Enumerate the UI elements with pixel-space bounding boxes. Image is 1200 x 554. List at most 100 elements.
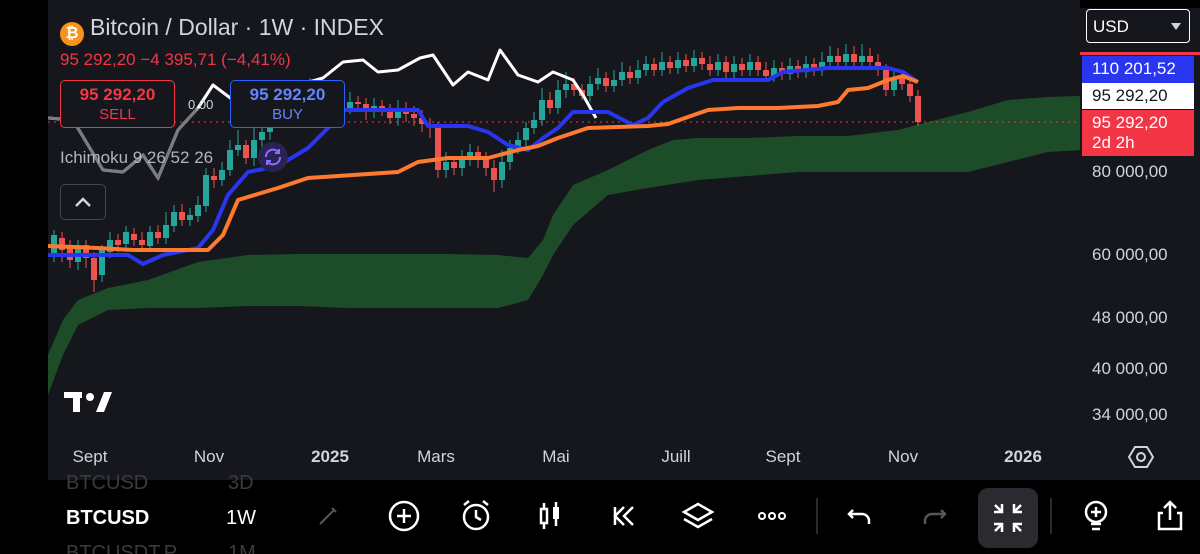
candle-body (195, 205, 201, 216)
fullscreen-exit-icon (994, 504, 1022, 532)
time-label-2025: 2025 (311, 447, 349, 466)
idea-icon[interactable] (1076, 496, 1116, 536)
candle-body (611, 80, 617, 86)
chart-title[interactable]: ₿ Bitcoin / Dollar · 1W · INDEX (60, 14, 384, 46)
candle-body (915, 96, 921, 122)
price-label-34000: 34 000,00 (1092, 405, 1168, 424)
candle-body (739, 64, 745, 70)
time-label-sept-2024: Sept (72, 447, 108, 466)
drawing-icon[interactable] (308, 496, 348, 536)
candle-body (891, 78, 897, 90)
ichimoku-cloud (48, 96, 1080, 395)
collapse-legend-button[interactable] (60, 184, 106, 220)
add-icon[interactable] (384, 496, 424, 536)
price-label-48000: 48 000,00 (1092, 308, 1168, 327)
candle-body (843, 54, 849, 62)
candle-body (259, 132, 265, 140)
alert-icon[interactable] (456, 496, 496, 536)
candle-body (99, 250, 105, 275)
candle-body (587, 84, 593, 96)
kijun-sen-line (48, 74, 919, 252)
candle-body (491, 168, 497, 180)
candle-body (451, 162, 457, 168)
candle-body (643, 64, 649, 70)
candle-body (227, 150, 233, 170)
price-label-80000: 80 000,00 (1092, 162, 1168, 181)
candle-body (635, 70, 641, 78)
candle-body (83, 245, 89, 258)
current-symbol[interactable]: BTCUSD (66, 507, 150, 529)
candle-body (619, 72, 625, 80)
candle-body (355, 102, 361, 104)
currency-value: USD (1093, 17, 1129, 36)
candle-body (523, 128, 529, 140)
current-interval[interactable]: 1W (226, 507, 256, 529)
price-chart[interactable] (48, 0, 1080, 480)
watchlist-interval-below[interactable]: 1M (228, 542, 256, 554)
currency-select[interactable]: USD (1086, 9, 1190, 43)
watchlist-interval-above[interactable]: 3D (228, 472, 254, 494)
candle-body (435, 128, 441, 170)
bitcoin-icon: ₿ (60, 22, 84, 46)
last-price-value: 95 292,20 (1092, 113, 1168, 132)
more-icon[interactable] (752, 496, 792, 536)
candle-body (115, 240, 121, 245)
candle-body (515, 140, 521, 148)
candle-body (499, 162, 505, 180)
candles-icon[interactable] (530, 496, 570, 536)
candle-body (139, 240, 145, 245)
sell-price: 95 292,20 (79, 85, 156, 104)
chart-area[interactable] (48, 0, 1080, 480)
bar-countdown: 2d 2h (1092, 133, 1135, 152)
candle-body (899, 78, 905, 84)
quote-line: 95 292,20 −4 395,71 (−4,41%) (60, 50, 291, 69)
watchlist-symbol-above[interactable]: BTCUSD (66, 472, 149, 494)
indicator-label[interactable]: Ichimoku 9 26 52 26 (60, 148, 214, 167)
share-icon[interactable] (1150, 496, 1190, 536)
redo-icon[interactable] (914, 496, 954, 536)
time-label-nov-2024: Nov (193, 447, 225, 466)
candle-body (171, 212, 177, 226)
candle-body (811, 64, 817, 70)
candle-body (603, 78, 609, 86)
candle-body (675, 60, 681, 68)
price-label-60000: 60 000,00 (1092, 245, 1168, 264)
candle-body (731, 64, 737, 72)
candle-body (163, 225, 169, 238)
candle-body (859, 56, 865, 62)
watchlist-symbol-below[interactable]: BTCUSDT.P (66, 542, 178, 554)
candle-body (571, 84, 577, 90)
candle-body (659, 62, 665, 70)
exit-fullscreen-button[interactable] (978, 488, 1038, 548)
candle-body (211, 176, 217, 180)
candle-body (147, 232, 153, 246)
candle-body (683, 60, 689, 66)
chart-settings-icon[interactable] (1128, 444, 1154, 470)
candle-body (235, 145, 241, 150)
candle-body (123, 232, 129, 244)
candle-body (459, 158, 465, 168)
time-label-nov-2025: Nov (887, 447, 919, 466)
candle-body (651, 64, 657, 70)
layers-icon[interactable] (678, 496, 718, 536)
spread-value: 0,00 (188, 97, 214, 112)
sell-label: SELL (99, 106, 136, 123)
candle-body (467, 152, 473, 158)
time-label-sept-2025: Sept (765, 447, 801, 466)
last-price-marker (1080, 52, 1200, 55)
candle-body (219, 170, 225, 180)
candle-body (595, 78, 601, 84)
candle-body (547, 100, 553, 108)
undo-icon[interactable] (840, 496, 880, 536)
sell-button[interactable]: 95 292,20 SELL (60, 80, 175, 128)
candle-body (851, 54, 857, 62)
indicator-loading-icon[interactable] (258, 142, 288, 172)
candle-body (59, 238, 65, 250)
tradingview-logo-icon (64, 392, 112, 412)
buy-button[interactable]: 95 292,20 BUY (230, 80, 345, 128)
candle-body (555, 90, 561, 108)
candle-body (763, 70, 769, 76)
candle-body (411, 114, 417, 118)
replay-icon[interactable] (604, 496, 644, 536)
